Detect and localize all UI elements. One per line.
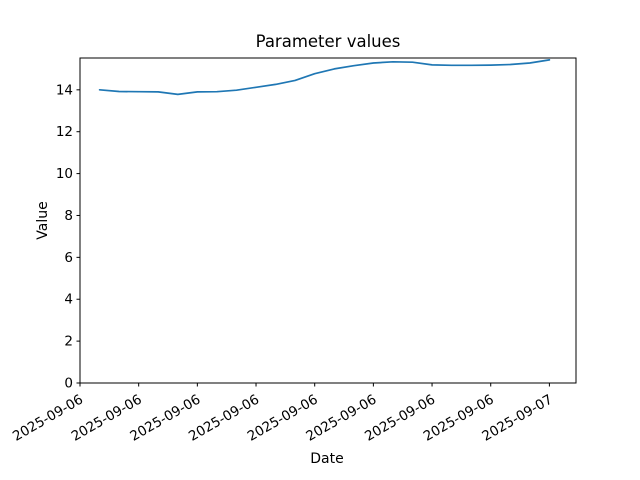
data-series-line [98, 59, 551, 96]
chart-title: Parameter values [256, 32, 401, 51]
y-tick-label: 0 [64, 376, 73, 392]
y-axis-label: Value [35, 201, 51, 239]
y-tick-label: 12 [56, 124, 73, 140]
y-tick-label: 4 [64, 292, 73, 308]
axis-ticks: 2025-09-062025-09-062025-09-062025-09-06… [10, 82, 555, 444]
y-tick-label: 14 [56, 82, 73, 98]
series-layer [98, 59, 551, 96]
y-tick-label: 6 [64, 250, 73, 266]
y-tick-label: 10 [56, 166, 73, 182]
x-axis-label: Date [310, 451, 343, 467]
plot-area-border [79, 57, 577, 384]
y-tick-label: 8 [64, 208, 73, 224]
y-tick-label: 2 [64, 334, 73, 350]
